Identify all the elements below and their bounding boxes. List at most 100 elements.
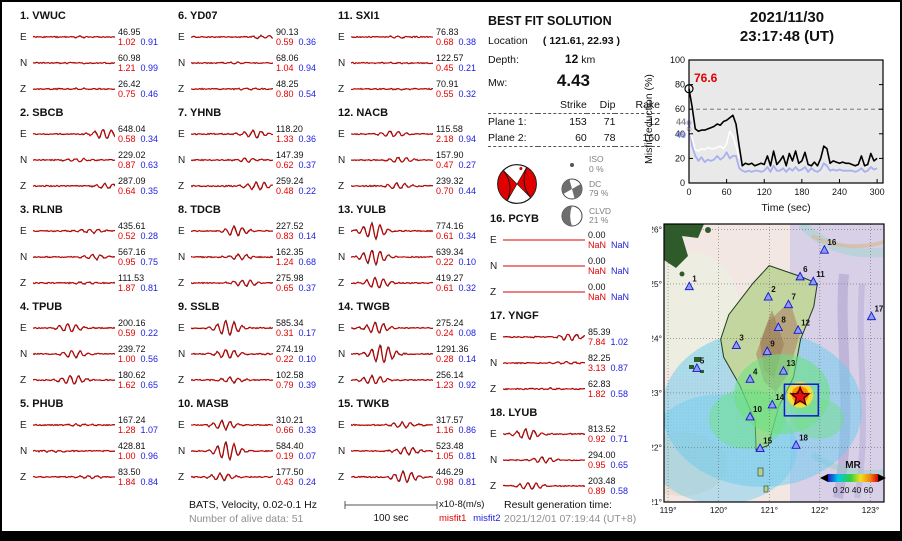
trace-row: E 115.58 2.18 0.94 — [338, 121, 494, 147]
amplitude-value: 162.35 — [276, 247, 304, 257]
trace-values: 774.16 0.61 0.34 — [436, 221, 494, 241]
component-label: N — [178, 348, 186, 360]
waveform-trace — [351, 321, 433, 334]
trace-row: E 227.52 0.83 0.14 — [178, 218, 334, 244]
misfit1-value: 0.52 — [118, 231, 136, 241]
station-block: 15. TWKB E 317.57 1.16 0.86 N 523.48 1.05 0.81 Z 4… — [338, 398, 494, 490]
dc-item: DC 79 % — [560, 177, 611, 201]
trace-row: N 567.16 0.95 0.75 — [20, 244, 176, 270]
svg-text:9: 9 — [770, 340, 775, 349]
svg-text:120°: 120° — [710, 505, 728, 515]
map-frame — [663, 223, 885, 503]
trace-values: 26.42 0.75 0.46 — [118, 79, 176, 99]
best-fit-solution-panel: BEST FIT SOLUTION Location ( 121.61, 22.… — [488, 14, 668, 231]
amplitude-value: 523.48 — [436, 441, 464, 451]
misfit2-value: 1.02 — [610, 337, 629, 347]
misfit1-label: misfit1 — [439, 513, 467, 524]
waveform-trace — [351, 182, 433, 190]
misfit2-value: 0.58 — [610, 486, 629, 496]
trace-values: 275.98 0.65 0.37 — [276, 273, 334, 293]
waveform-trace — [33, 422, 115, 428]
svg-text:5: 5 — [700, 356, 705, 365]
waveform-trace — [503, 482, 585, 490]
waveform-trace — [191, 61, 273, 65]
amplitude-value: 180.62 — [118, 370, 146, 380]
trace-row: N 584.40 0.19 0.07 — [178, 438, 334, 464]
misfit1-value: 0.95 — [118, 257, 136, 267]
station-title: 5. PHUB — [20, 398, 64, 410]
trace-values: 203.48 0.89 0.58 — [588, 476, 646, 496]
colorbar-ticks: 0 20 40 60 — [833, 485, 873, 495]
svg-text:4: 4 — [753, 367, 758, 376]
panel-title: BEST FIT SOLUTION — [488, 14, 612, 28]
waveform-trace — [351, 469, 433, 484]
misfit2-value: 0.36 — [298, 37, 317, 47]
trace-values: 157.90 0.47 0.27 — [436, 150, 494, 170]
station-block: 3. RLNB E 435.61 0.52 0.28 N 567.16 0.95 0.75 Z 11… — [20, 204, 176, 296]
amplitude-value: 157.90 — [436, 150, 464, 160]
trace-row: N 294.00 0.95 0.65 — [490, 447, 646, 473]
component-label: E — [20, 419, 27, 431]
misfit2-value: 0.46 — [140, 89, 159, 99]
station-block: 12. NACB E 115.58 2.18 0.94 N 157.90 0.47 0.27 Z 2… — [338, 107, 494, 199]
misfit2-value: 0.91 — [140, 37, 159, 47]
amplitude-value: 46.95 — [118, 27, 141, 37]
component-label: E — [20, 225, 27, 237]
trace-values: 111.53 1.87 0.81 — [118, 273, 176, 293]
component-label: Z — [338, 277, 345, 289]
component-label: Z — [490, 383, 497, 395]
svg-text:24°: 24° — [652, 333, 662, 343]
svg-text:60: 60 — [675, 104, 685, 114]
svg-text:3: 3 — [739, 334, 744, 343]
misfit2-value: 0.34 — [458, 231, 477, 241]
station-block: 2. SBCB E 648.04 0.58 0.34 N 229.02 0.87 0.63 Z 28… — [20, 107, 176, 199]
misfit1-value: 0.47 — [436, 160, 454, 170]
alive-count: Number of alive data: 51 — [189, 513, 304, 525]
waveform-trace — [503, 427, 585, 441]
misfit1-value: 1.00 — [118, 354, 136, 364]
map-station-marker: 2 — [763, 285, 776, 301]
clvd-beachball-icon — [561, 205, 583, 227]
component-label: Z — [338, 374, 345, 386]
waveform-trace — [191, 180, 273, 191]
component-label: N — [20, 445, 28, 457]
waveform-trace — [33, 323, 115, 333]
svg-text:123°: 123° — [862, 505, 880, 515]
misfit2-value: 0.81 — [458, 477, 477, 487]
waveform-trace — [191, 34, 273, 40]
misfit1-value: 0.59 — [276, 37, 294, 47]
misfit1-value: 0.24 — [436, 328, 454, 338]
epicenter-star — [789, 385, 811, 406]
misfit2-value: 0.14 — [458, 354, 477, 364]
trace-row: N 147.39 0.62 0.37 — [178, 147, 334, 173]
component-label: Z — [20, 471, 27, 483]
trace-row: Z 48.25 0.80 0.54 — [178, 76, 334, 102]
station-block: 8. TDCB E 227.52 0.83 0.14 N 162.35 1.24 0.68 Z 27… — [178, 204, 334, 296]
amplitude-value: 48.25 — [276, 79, 299, 89]
component-label: N — [178, 445, 186, 457]
misfit2-value: 0.22 — [140, 328, 159, 338]
station-title: 10. MASB — [178, 398, 229, 410]
svg-text:6: 6 — [803, 265, 808, 274]
map-station-marker: 13 — [778, 359, 796, 375]
trace-values: 1291.36 0.28 0.14 — [436, 344, 494, 364]
misfit1-value: 1.00 — [118, 451, 136, 461]
best-misfit-value: 76.6 — [694, 71, 718, 85]
trace-values: 147.39 0.62 0.37 — [276, 150, 334, 170]
trace-values: 585.34 0.31 0.17 — [276, 318, 334, 338]
misfit2-value: 1.07 — [140, 425, 159, 435]
component-label: Z — [178, 83, 185, 95]
amplitude-value: 259.24 — [276, 176, 304, 186]
trace-values: 639.34 0.22 0.10 — [436, 247, 494, 267]
amplitude-value: 0.00 — [588, 282, 606, 292]
trace-values: 118.20 1.33 0.36 — [276, 124, 334, 144]
map-station-marker: 16 — [819, 238, 837, 254]
misfit2-value: 0.92 — [458, 380, 477, 390]
plot-frame — [688, 59, 884, 184]
event-time: 23:17:48 (UT) — [739, 28, 835, 45]
amplitude-value: 585.34 — [276, 318, 304, 328]
event-date: 2021/11/30 — [749, 9, 825, 26]
trace-values: 85.39 7.84 1.02 — [588, 327, 646, 347]
trace-values: 239.32 0.70 0.44 — [436, 176, 494, 196]
trace-values: 0.00 NaN NaN — [588, 282, 646, 302]
